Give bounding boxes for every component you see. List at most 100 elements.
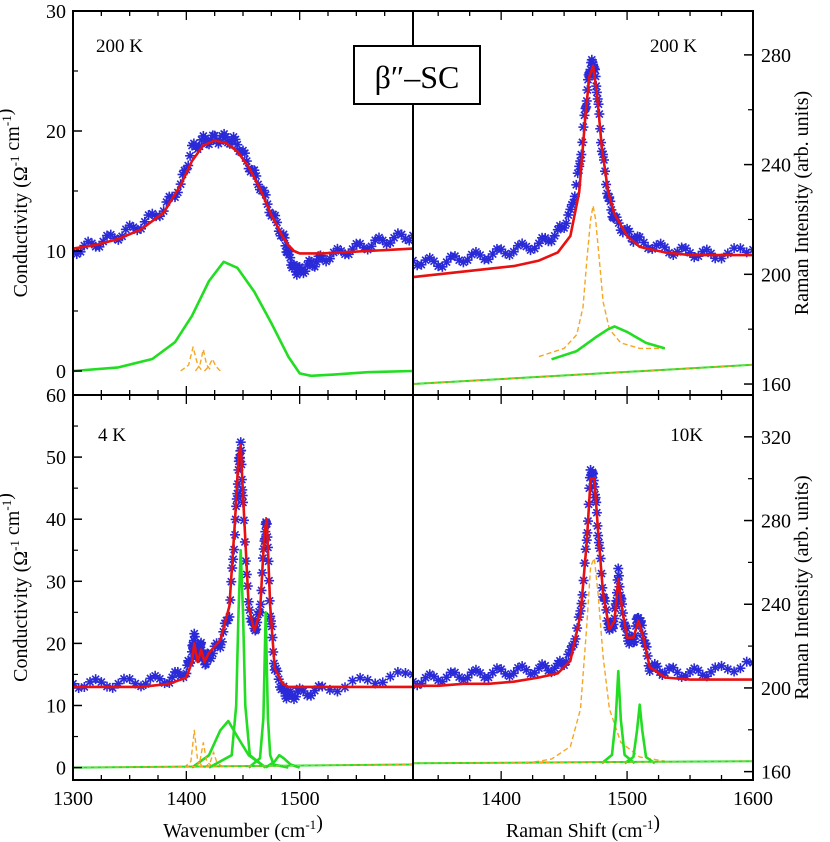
x-tick-label: 1500 <box>280 788 320 810</box>
panel-label: 4 K <box>98 425 126 446</box>
data-point <box>449 667 460 678</box>
baseline-dashed-overlay <box>73 764 413 769</box>
data-point <box>487 249 498 260</box>
panel-frame <box>412 394 754 781</box>
component-line <box>551 325 666 361</box>
data-point <box>392 666 403 677</box>
data-point <box>741 656 752 667</box>
y-tick-label: 10 <box>46 241 66 263</box>
component-line <box>601 669 636 765</box>
y-tick-label: 160 <box>761 374 791 396</box>
y-tick-label: 240 <box>761 594 791 616</box>
data-point <box>462 672 473 683</box>
fit-line <box>413 477 753 688</box>
x-axis: 1400 1500 1600 Raman Shift (cm-1) <box>437 395 773 842</box>
y-tick-label: 200 <box>761 678 791 700</box>
y-tick-label: 280 <box>761 511 791 533</box>
y-axis-label: Conductivity (Ω-1 cm-1) <box>0 493 32 682</box>
plot-area <box>73 437 413 769</box>
component-dashed-line <box>203 358 221 372</box>
y-tick-label: 0 <box>56 758 66 780</box>
x-tick-label: 1400 <box>166 788 206 810</box>
plot-area <box>73 128 413 378</box>
x-axis <box>100 11 386 395</box>
y-tick-label: 30 <box>46 571 66 593</box>
baseline-dashed-overlay <box>413 364 753 385</box>
x-tick-label: 1500 <box>607 788 647 810</box>
data-point <box>735 243 746 254</box>
x-tick-label: 1400 <box>481 788 521 810</box>
data-point <box>404 235 413 246</box>
fit-line <box>73 443 413 689</box>
panel-raman-200k: 160 200 240 280 Raman Intensity (arb. units)… <box>412 10 813 396</box>
data-point <box>385 237 396 248</box>
y-tick-label: 30 <box>46 1 66 23</box>
component-line <box>191 719 267 769</box>
data-point <box>508 668 519 679</box>
data-point <box>561 218 572 229</box>
data-point <box>385 671 396 682</box>
y-tick-label: 0 <box>56 361 66 383</box>
fit-line <box>413 64 753 279</box>
fit-line <box>73 139 413 255</box>
x-axis-label: Raman Shift (cm-1) <box>506 812 660 842</box>
data-point <box>462 255 473 266</box>
component-line <box>73 260 413 378</box>
component-dashed-line <box>194 348 212 372</box>
y-axis: 160 200 240 280 <box>744 45 791 396</box>
data-point <box>347 675 358 686</box>
y-tick-label: 20 <box>46 121 66 143</box>
y-axis: 160 200 240 280 320 <box>744 427 791 784</box>
y-tick-label: 160 <box>761 762 791 784</box>
data-point <box>400 668 411 679</box>
data-point <box>500 668 511 679</box>
plot-area <box>413 464 753 765</box>
panel-label: 200 K <box>650 36 697 57</box>
x-tick-label: 1600 <box>733 788 773 810</box>
data-point <box>408 669 413 680</box>
data-point <box>748 244 753 255</box>
y-tick-label: 60 <box>46 385 66 407</box>
y-axis-label: Raman Intensity (arb. units) <box>791 475 813 699</box>
y-tick-label: 40 <box>46 509 66 531</box>
data-point <box>408 230 413 241</box>
data-point <box>96 677 107 688</box>
data-point <box>441 257 452 268</box>
component-dashed-line <box>526 557 666 764</box>
y-tick-label: 320 <box>761 427 791 449</box>
data-point <box>189 631 200 642</box>
data-point <box>729 243 740 254</box>
data-point <box>672 667 683 678</box>
y-tick-label: 10 <box>46 695 66 717</box>
data-point <box>659 242 670 253</box>
component-dashed-line <box>204 751 225 769</box>
baseline-dashed-overlay <box>413 760 753 764</box>
y-tick-label: 200 <box>761 264 791 286</box>
data-point <box>324 253 335 264</box>
y-tick-label: 20 <box>46 633 66 655</box>
data-point <box>748 657 753 668</box>
y-axis: 0 10 20 30 <box>46 1 82 383</box>
panel-ir-200k: 0 10 20 30 Conductivity (Ω-1 cm-1) 200 K <box>0 1 414 396</box>
component-dashed-line <box>538 205 665 358</box>
panel-label: 200 K <box>96 36 143 57</box>
y-axis: 0 10 20 30 40 50 60 <box>46 385 82 780</box>
component-dashed-line <box>183 729 205 769</box>
data-point <box>332 686 343 697</box>
component-line <box>208 548 267 769</box>
data-markers <box>73 128 413 280</box>
y-axis-label: Conductivity (Ω-1 cm-1) <box>0 109 32 298</box>
figure-title: β″–SC <box>375 59 460 95</box>
x-axis <box>437 11 723 395</box>
panel-raman-10k: 160 200 240 280 320 1400 1500 1600 Raman Shift (… <box>412 394 813 842</box>
component-dashed-line <box>180 346 203 372</box>
data-point <box>362 674 373 685</box>
plot-area <box>413 54 753 385</box>
figure-title-box: β″–SC <box>353 45 481 105</box>
y-axis-label: Raman Intensity (arb. units) <box>791 91 813 315</box>
data-point <box>454 255 465 266</box>
y-tick-label: 280 <box>761 45 791 67</box>
